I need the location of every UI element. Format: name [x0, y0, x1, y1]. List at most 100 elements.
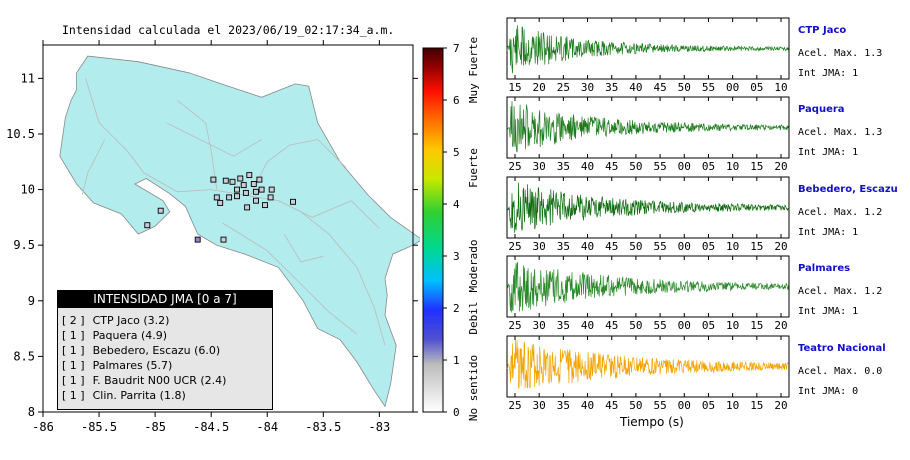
map-xtick-label: -85	[144, 420, 166, 434]
intensity-colorbar: 7 6 5 4 3 2 1 0 Muy Fuerte Fuerte Moderado Debil No …	[422, 37, 480, 421]
waveform-xtick-label: 35	[557, 399, 570, 412]
colorbar-tick-label: 6	[453, 94, 460, 107]
waveform-xtick-label: 50	[629, 319, 642, 332]
station-marker	[213, 194, 220, 201]
waveform-xtick-label: 25	[557, 81, 570, 94]
map-ytick-label: 9.5	[13, 238, 35, 252]
station-marker	[210, 176, 217, 183]
waveform-xtick-label: 10	[726, 160, 739, 173]
station-marker	[267, 194, 274, 201]
jma-intensity: Int JMA: 1	[798, 147, 858, 158]
waveform-xtick-label: 30	[581, 81, 594, 94]
station-name: Bebedero, Escazu	[798, 184, 898, 195]
station-marker	[157, 207, 164, 214]
max-acceleration: Acel. Max. 1.3	[798, 127, 882, 138]
waveform-xtick-label: 50	[629, 240, 642, 253]
waveform-xtick-label: 15	[508, 81, 521, 94]
legend-item: [ 1 ] Palmares (5.7)	[62, 358, 272, 373]
legend-item-label: Paquera (4.9)	[92, 329, 168, 342]
waveform-xtick-label: 00	[678, 240, 691, 253]
map-ytick-label: 8.5	[13, 349, 35, 363]
map-ytick-label: 8	[28, 405, 35, 419]
waveform-xtick-label: 40	[581, 240, 594, 253]
station-marker	[234, 193, 240, 200]
waveform-xtick-label: 10	[774, 81, 787, 94]
station-marker	[256, 176, 263, 183]
waveform-xtick-label: 20	[774, 240, 787, 253]
waveform-xtick-label: 40	[629, 81, 642, 94]
colorbar-level-label: Fuerte	[467, 148, 480, 188]
waveform-trace	[506, 339, 789, 389]
legend-item-level: [ 2 ]	[62, 314, 85, 327]
waveform-xtick-label: 55	[653, 399, 666, 412]
waveform-xtick-label: 00	[678, 319, 691, 332]
waveform-xtick-label: 45	[653, 81, 666, 94]
max-acceleration: Acel. Max. 1.2	[798, 207, 882, 218]
max-acceleration: Acel. Max. 1.3	[798, 48, 882, 59]
waveform-xtick-label: 05	[702, 160, 715, 173]
waveform-xtick-label: 00	[678, 160, 691, 173]
waveform-xtick-label: 35	[557, 240, 570, 253]
waveform-xtick-label: 15	[750, 240, 763, 253]
waveform-panel: 25 30 35 40 45 50 55 00 05 10 15 20 Teatro Nacional A…	[506, 335, 886, 412]
map-title: Intensidad calculada el 2023/06/19_02:17…	[62, 23, 395, 37]
jma-intensity: Int JMA: 1	[798, 68, 858, 79]
waveform-xtick-label: 20	[774, 160, 787, 173]
map-ytick-label: 10	[21, 183, 35, 197]
waveform-xtick-label: 45	[605, 399, 618, 412]
station-name: Teatro Nacional	[798, 343, 886, 354]
waveform-xtick-label: 25	[508, 399, 521, 412]
colorbar-tick-label: 2	[453, 302, 460, 315]
waveform-xtick-label: 55	[653, 160, 666, 173]
waveform-xtick-label: 00	[678, 399, 691, 412]
waveform-panel: 25 30 35 40 45 50 55 00 05 10 15 20 Paquera Acel. Max…	[506, 96, 882, 173]
waveform-xtick-label: 35	[605, 81, 618, 94]
legend-title: INTENSIDAD JMA [0 a 7]	[58, 291, 272, 308]
waveform-xtick-label: 05	[702, 240, 715, 253]
colorbar-level-label: Moderado	[467, 240, 480, 293]
waveform-xtick-label: 30	[533, 160, 546, 173]
station-marker	[217, 199, 224, 206]
intensity-legend: INTENSIDAD JMA [0 a 7] [ 2 ] CTP Jaco (3.…	[57, 290, 273, 410]
jma-intensity: Int JMA: 1	[798, 306, 858, 317]
waveform-xtick-label: 25	[508, 240, 521, 253]
time-axis-label: Tiempo (s)	[620, 415, 684, 429]
colorbar-level-label: No sentido	[467, 355, 480, 421]
waveform-xtick-label: 20	[774, 399, 787, 412]
station-marker	[229, 178, 236, 185]
station-name: Paquera	[798, 104, 845, 115]
waveform-xtick-label: 15	[750, 399, 763, 412]
waveform-xtick-label: 40	[581, 160, 594, 173]
waveform-xtick-label: 30	[533, 319, 546, 332]
station-marker	[290, 198, 296, 205]
legend-item-label: CTP Jaco (3.2)	[92, 314, 170, 327]
station-name: Palmares	[798, 263, 850, 274]
station-marker	[144, 222, 151, 229]
legend-item-level: [ 1 ]	[62, 329, 85, 342]
waveform-panel: 25 30 35 40 45 50 55 00 05 10 15 20 Palmares Acel. Ma…	[506, 255, 882, 332]
legend-item: [ 1 ] Clin. Parrita (1.8)	[62, 388, 272, 403]
max-acceleration: Acel. Max. 0.0	[798, 366, 882, 377]
station-marker	[194, 236, 201, 243]
legend-item: [ 1 ] Bebedero, Escazu (6.0)	[62, 343, 272, 358]
legend-item-label: Clin. Parrita (1.8)	[92, 389, 186, 402]
colorbar-tick-label: 7	[453, 42, 460, 55]
waveform-xtick-label: 05	[702, 319, 715, 332]
station-marker	[237, 175, 244, 182]
station-marker	[258, 186, 265, 193]
colorbar-tick-label: 4	[453, 198, 460, 211]
station-marker	[253, 197, 259, 204]
waveform-xtick-label: 55	[653, 319, 666, 332]
map-xtick-label: -84	[256, 420, 278, 434]
colorbar-level-label: Muy Fuerte	[467, 37, 480, 103]
legend-item-level: [ 1 ]	[62, 344, 85, 357]
waveform-xtick-label: 40	[581, 319, 594, 332]
waveform-xtick-label: 05	[702, 399, 715, 412]
legend-item: [ 1 ] F. Baudrit N00 UCR (2.4)	[62, 373, 272, 388]
waveform-xtick-label: 35	[557, 160, 570, 173]
map-ytick-label: 9	[28, 294, 35, 308]
waveform-panel: 25 30 35 40 45 50 55 00 05 10 15 20 Bebedero, Escazu…	[506, 176, 898, 253]
station-marker	[220, 236, 227, 243]
waveform-xtick-label: 30	[533, 240, 546, 253]
